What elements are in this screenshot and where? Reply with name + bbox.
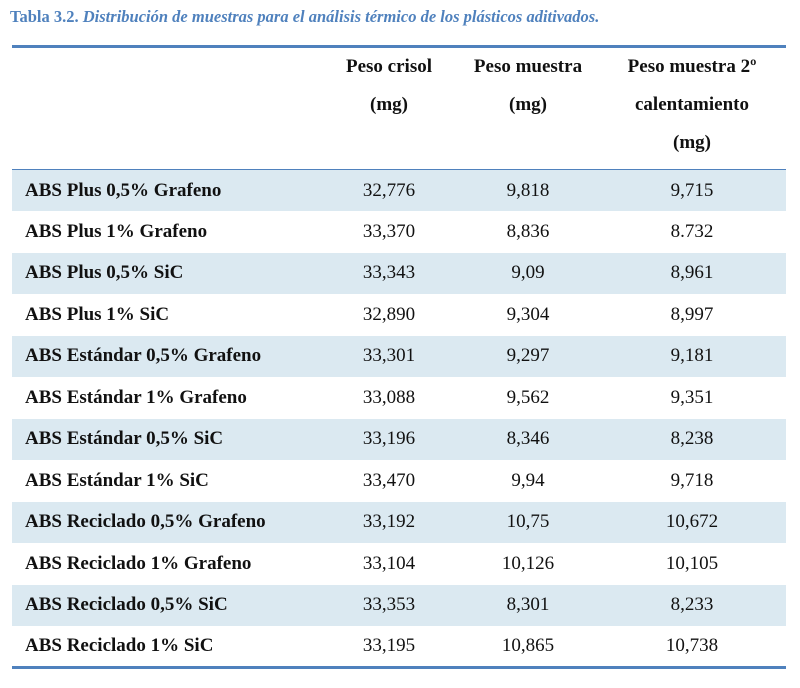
table-row: ABS Estándar 1% SiC 33,470 9,94 9,718 [12, 460, 786, 502]
cell-peso-muestra-2: 9,351 [670, 386, 714, 408]
table-body: ABS Plus 0,5% Grafeno 32,776 9,818 9,715 ABS… [12, 169, 786, 669]
cell-peso-muestra-2: 8,233 [670, 594, 714, 616]
table-row: ABS Plus 0,5% SiC 33,343 9,09 8,961 [12, 252, 786, 294]
cell-sample-name: ABS Reciclado 0,5% Grafeno [25, 511, 266, 533]
cell-sample-name: ABS Estándar 0,5% SiC [25, 428, 224, 450]
header-sample-name [12, 45, 320, 170]
sample-distribution-table: Peso crisol (mg) Peso muestra (mg) Peso … [12, 45, 786, 669]
cell-sample-name: ABS Estándar 1% SiC [25, 469, 209, 491]
cell-peso-muestra-2: 9,718 [670, 469, 714, 491]
cell-peso-crisol: 33,088 [362, 386, 416, 408]
cell-peso-muestra-2: 8,238 [670, 428, 714, 450]
cell-peso-muestra-2: 8.732 [670, 220, 714, 242]
cell-peso-crisol: 33,470 [362, 469, 416, 491]
cell-peso-crisol: 33,370 [362, 220, 416, 242]
cell-peso-muestra-2: 10,672 [665, 511, 719, 533]
cell-peso-muestra: 8,301 [506, 594, 550, 616]
cell-peso-crisol: 33,353 [362, 594, 416, 616]
table-row: ABS Plus 0,5% Grafeno 32,776 9,818 9,715 [12, 169, 786, 211]
header-line: (mg) [673, 132, 711, 153]
cell-peso-crisol: 32,776 [362, 179, 416, 201]
header-line: (mg) [370, 94, 408, 115]
cell-peso-muestra-2: 10,738 [598, 626, 786, 669]
cell-peso-muestra: 8,346 [506, 428, 550, 450]
cell-peso-muestra-2: 9,181 [670, 345, 714, 367]
cell-sample-name: ABS Plus 1% Grafeno [25, 220, 208, 242]
cell-sample-name: ABS Plus 0,5% SiC [25, 262, 184, 284]
cell-peso-muestra-2: 8,997 [670, 303, 714, 325]
cell-sample-name: ABS Plus 0,5% Grafeno [25, 179, 222, 201]
cell-peso-muestra-2: 10,105 [665, 552, 719, 574]
cell-peso-muestra: 10,865 [458, 626, 598, 669]
table-row: ABS Estándar 1% Grafeno 33,088 9,562 9,351 [12, 377, 786, 419]
table-row: ABS Reciclado 1% SiC 33,195 10,865 10,738 [12, 626, 786, 669]
cell-peso-muestra: 10,126 [501, 552, 555, 574]
cell-peso-muestra: 10,75 [506, 511, 550, 533]
table-row: ABS Plus 1% Grafeno 33,370 8,836 8.732 [12, 211, 786, 253]
table-row: ABS Reciclado 0,5% Grafeno 33,192 10,75 10,… [12, 501, 786, 543]
cell-peso-muestra: 9,304 [506, 303, 550, 325]
cell-peso-crisol: 33,195 [320, 626, 458, 669]
header-line: Peso muestra 2º [627, 56, 757, 77]
table-row: ABS Estándar 0,5% Grafeno 33,301 9,297 9,18… [12, 335, 786, 377]
table-row: ABS Estándar 0,5% SiC 33,196 8,346 8,238 [12, 418, 786, 460]
cell-sample-name: ABS Reciclado 0,5% SiC [25, 594, 228, 616]
cell-sample-name: ABS Estándar 0,5% Grafeno [25, 345, 262, 367]
cell-peso-crisol: 33,301 [362, 345, 416, 367]
header-peso-muestra-2: Peso muestra 2º calentamiento (mg) [598, 45, 786, 170]
cell-peso-muestra-2: 9,715 [670, 179, 714, 201]
cell-peso-muestra: 9,818 [506, 179, 550, 201]
header-row: Peso crisol (mg) Peso muestra (mg) Peso … [12, 45, 786, 170]
cell-peso-muestra: 9,562 [506, 386, 550, 408]
cell-peso-muestra-2: 8,961 [670, 262, 714, 284]
cell-peso-crisol: 33,343 [362, 262, 416, 284]
cell-peso-muestra: 8,836 [506, 220, 550, 242]
header-line: (mg) [509, 94, 547, 115]
header-line: Peso crisol [345, 56, 432, 77]
cell-sample-name: ABS Reciclado 1% SiC [12, 626, 320, 669]
header-peso-crisol: Peso crisol (mg) [320, 45, 458, 170]
cell-peso-muestra: 9,297 [506, 345, 550, 367]
table-row: ABS Reciclado 0,5% SiC 33,353 8,301 8,233 [12, 584, 786, 626]
header-line: calentamiento [635, 94, 749, 115]
header-peso-muestra: Peso muestra (mg) [458, 45, 598, 170]
table-row: ABS Reciclado 1% Grafeno 33,104 10,126 10,1… [12, 543, 786, 585]
caption-text: Distribución de muestras para el análisi… [82, 7, 600, 26]
cell-sample-name: ABS Reciclado 1% Grafeno [25, 552, 252, 574]
cell-sample-name: ABS Estándar 1% Grafeno [25, 386, 247, 408]
cell-peso-crisol: 33,192 [362, 511, 416, 533]
caption-label: Tabla 3.2. [10, 7, 79, 26]
cell-peso-crisol: 33,196 [362, 428, 416, 450]
cell-peso-crisol: 32,890 [362, 303, 416, 325]
cell-peso-muestra: 9,94 [511, 469, 545, 491]
header-line: Peso muestra [473, 56, 583, 77]
table-caption: Tabla 3.2. Distribución de muestras para… [10, 7, 599, 27]
cell-peso-muestra: 9,09 [511, 262, 545, 284]
cell-peso-crisol: 33,104 [362, 552, 416, 574]
table-row: ABS Plus 1% SiC 32,890 9,304 8,997 [12, 294, 786, 336]
cell-sample-name: ABS Plus 1% SiC [25, 303, 170, 325]
